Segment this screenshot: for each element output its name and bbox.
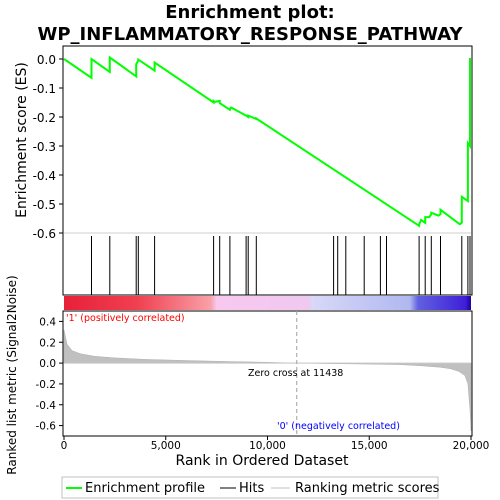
rank-y-tick-label: -0.6: [36, 421, 57, 433]
enrichment-profile-line: [63, 55, 471, 228]
es-y-axis-label: Enrichment score (ES): [14, 62, 30, 218]
ranking-metric-area: [63, 329, 472, 431]
es-panel-frame: [62, 45, 473, 296]
legend-label: Ranking metric scores: [295, 481, 440, 496]
es-y-tick-label: -0.3: [33, 140, 56, 154]
rank-y-tick-label: 0.4: [39, 316, 56, 328]
x-axis-label: Rank in Ordered Dataset: [176, 453, 349, 469]
legend-label: Enrichment profile: [85, 481, 205, 496]
rank-y-tick-label: -0.2: [36, 379, 57, 391]
x-tick-label: 5,000: [151, 440, 181, 452]
x-tick-label: 10,000: [249, 440, 286, 452]
x-tick-label: 15,000: [351, 440, 388, 452]
rank-y-ticks: 0.4 0.2 0.0 -0.2 -0.4 -0.6: [36, 316, 63, 433]
legend: Enrichment profile Hits Ranking metric sco…: [66, 481, 440, 496]
rank-panel-frame: [62, 310, 473, 437]
es-y-tick-label: -0.1: [33, 82, 56, 96]
positive-correlation-label: '1' (positively correlated): [66, 313, 185, 324]
zero-cross-label: Zero cross at 11438: [248, 368, 343, 379]
x-tick-label: 20,000: [453, 440, 490, 452]
rank-color-bar: [64, 296, 471, 310]
rank-y-axis-label: Ranked list metric (Signal2Noise): [5, 275, 19, 474]
hit-markers: [91, 236, 471, 295]
chart-title-line1: Enrichment plot:: [165, 2, 335, 23]
rank-x-ticks: 0 5,000 10,000 15,000 20,000: [61, 436, 490, 452]
negative-correlation-label: '0' (negatively correlated): [277, 421, 400, 432]
es-y-tick-label: -0.5: [33, 198, 56, 212]
es-y-tick-label: 0.0: [37, 53, 56, 67]
es-y-tick-label: -0.6: [33, 227, 56, 241]
legend-label: Hits: [239, 481, 264, 496]
rank-y-tick-label: -0.4: [36, 400, 57, 412]
rank-y-tick-label: 0.2: [39, 337, 56, 349]
es-y-tick-label: -0.4: [33, 169, 56, 183]
rank-y-tick-label: 0.0: [39, 358, 56, 370]
chart-title-line2: WP_INFLAMMATORY_RESPONSE_PATHWAY: [38, 24, 464, 45]
legend-box: [61, 476, 439, 499]
es-y-ticks: 0.0 -0.1 -0.2 -0.3 -0.4 -0.5 -0.6: [33, 53, 471, 241]
x-tick-label: 0: [61, 440, 68, 452]
es-y-tick-label: -0.2: [33, 111, 56, 125]
